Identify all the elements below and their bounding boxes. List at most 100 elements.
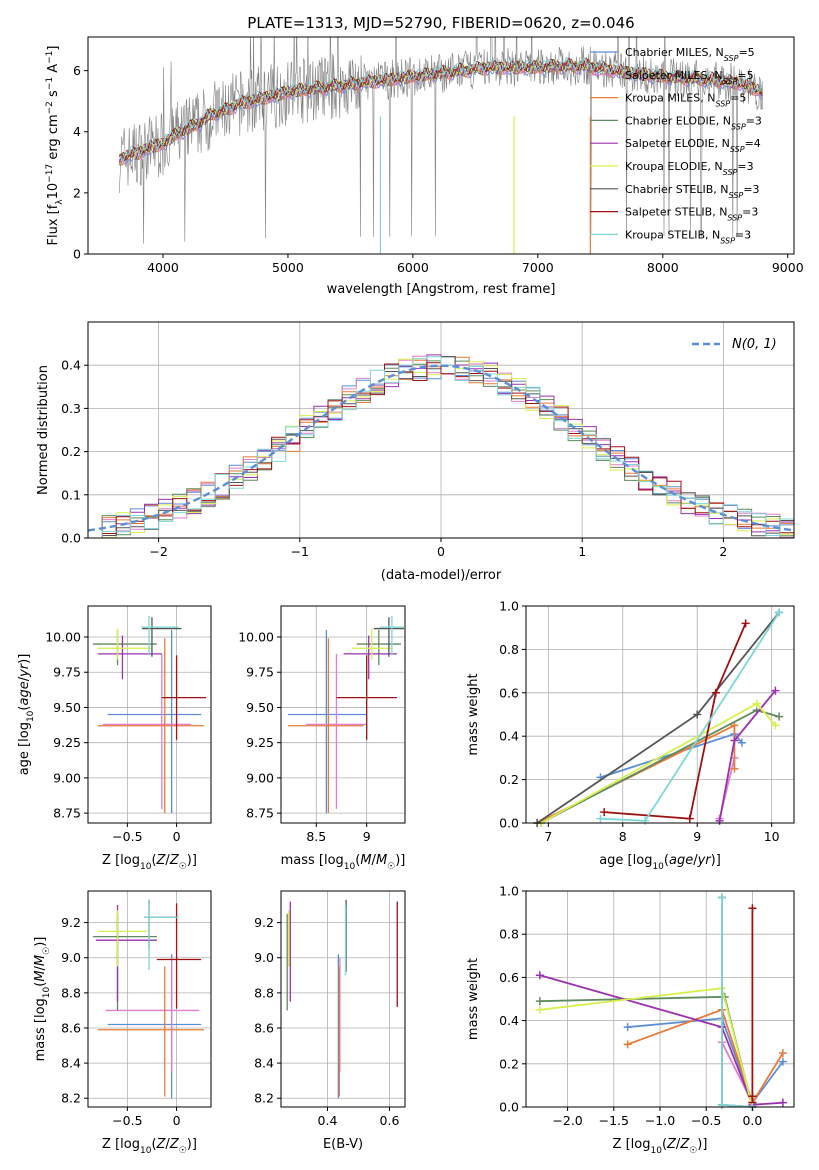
weight-marker xyxy=(623,1023,632,1032)
histogram-step xyxy=(88,362,794,538)
x-tick-label: 8000 xyxy=(647,260,679,275)
y-tick-label: 0.4 xyxy=(499,1013,519,1028)
spectrum-panel: 4000 5000 6000 7000 8000 9000 0 2 4 6 wavelength [… xyxy=(45,36,804,297)
x-tick-label: 2 xyxy=(719,544,727,559)
residuals-panel: −2 −1 0 1 2 0.0 0.1 0.2 0.3 0.4 (data-model)/error… xyxy=(36,321,795,583)
y-tick-label: 9.75 xyxy=(53,665,81,680)
errorbar-point xyxy=(92,915,157,1011)
y-tick-label: 0.2 xyxy=(499,1056,519,1071)
legend-entry: Chabrier STELIB, NSSP=3 xyxy=(625,183,759,200)
model-spectrum-line xyxy=(118,59,763,160)
y-tick-label: 9.00 xyxy=(53,770,81,785)
x-tick-label: 0.0 xyxy=(742,1113,762,1128)
weight-marker xyxy=(711,688,720,697)
legend-entry: Salpeter STELIB, NSSP=3 xyxy=(625,206,758,223)
x-tick-label: 8 xyxy=(619,829,627,844)
weight-marker xyxy=(730,736,739,745)
x-tick-label: 0.4 xyxy=(318,1113,338,1128)
y-tick-label: 9.0 xyxy=(61,950,81,965)
axes-frame xyxy=(280,890,406,1108)
y-tick-label: 0.4 xyxy=(499,729,519,744)
x-tick-label: 9 xyxy=(693,829,701,844)
errorbar-plot-area xyxy=(92,615,207,814)
x-tick-label: 9000 xyxy=(772,260,804,275)
axes-frame xyxy=(87,36,795,255)
errorbar-point xyxy=(97,910,148,967)
normal-curve xyxy=(88,364,794,532)
y-axis-label: mass [log10(M/M☉)] xyxy=(33,937,52,1062)
errorbar-point xyxy=(288,629,367,814)
y-tick-label: 0.8 xyxy=(499,927,519,942)
x-tick-label: 0 xyxy=(173,829,181,844)
y-tick-label: 9.25 xyxy=(53,735,81,750)
errorbar-point xyxy=(141,615,179,656)
weight-plot-area xyxy=(535,893,787,1111)
y-tick-label: 8.2 xyxy=(254,1091,274,1106)
y-tick-label: 0.4 xyxy=(61,358,81,373)
weight-marker xyxy=(748,1092,757,1101)
errorbar-point xyxy=(379,615,404,656)
y-tick-label: 8.8 xyxy=(61,985,81,1000)
weight-marker xyxy=(741,619,750,628)
weight-marker xyxy=(752,699,761,708)
errorbar-point xyxy=(144,899,179,971)
weight-marker xyxy=(748,904,757,913)
weight-line xyxy=(540,709,780,824)
y-tick-label: 9.50 xyxy=(246,700,274,715)
figure-title: PLATE=1313, MJD=52790, FIBERID=0620, z=0… xyxy=(247,14,634,32)
legend-entry: Kroupa STELIB, NSSP=3 xyxy=(625,228,751,245)
axes-frame xyxy=(87,605,212,824)
legend-entry: Salpeter ELODIE, NSSP=4 xyxy=(625,137,761,154)
y-tick-label: 1.0 xyxy=(499,884,519,899)
weight-marker xyxy=(600,808,609,817)
axes-frame xyxy=(525,605,795,824)
y-tick-label: 8.4 xyxy=(254,1056,274,1071)
y-tick-label: 9.0 xyxy=(254,950,274,965)
x-tick-label: 0 xyxy=(437,544,445,559)
errorbar-point xyxy=(102,653,192,809)
mass-ebv-panel: 0.4 0.6 8.2 8.4 8.6 8.8 9.0 9.2 E(B-V) xyxy=(254,890,406,1152)
errorbar-plot-area xyxy=(92,899,205,1099)
x-tick-label: −1 xyxy=(291,544,309,559)
y-axis-label: mass weight xyxy=(466,673,481,755)
y-tick-label: 0.6 xyxy=(499,970,519,985)
y-tick-label: 1.0 xyxy=(499,599,519,614)
errorbar-point xyxy=(97,966,205,1097)
errorbar-point xyxy=(92,629,157,666)
errorbar-point xyxy=(288,638,364,814)
legend-entry: N(0, 1) xyxy=(732,337,777,352)
weight-marker xyxy=(778,1049,787,1057)
y-axis-label: Flux [fλ10−17 erg cm−2 s−1 A−1] xyxy=(45,46,65,246)
errorbar-point xyxy=(107,954,202,1099)
y-tick-label: 0.3 xyxy=(61,401,81,416)
x-axis-label: mass [log10(M/M☉)] xyxy=(281,853,406,872)
weight-marker xyxy=(717,1100,726,1109)
y-tick-label: 9.50 xyxy=(53,700,81,715)
errorbar-point xyxy=(97,638,205,814)
y-tick-label: 6 xyxy=(73,63,81,78)
legend-entry: Salpeter MILES, NSSP=5 xyxy=(625,69,754,86)
x-tick-label: 7000 xyxy=(522,260,554,275)
x-tick-label: 0.6 xyxy=(380,1113,400,1128)
x-tick-label: 0 xyxy=(173,1113,181,1128)
weight-line xyxy=(604,623,747,820)
weight-marker xyxy=(775,608,784,617)
weight-marker xyxy=(778,1098,787,1107)
errorbar-point xyxy=(336,655,397,740)
y-axis-label: mass weight xyxy=(466,958,481,1040)
weight-marker xyxy=(730,764,739,773)
weight-age-panel: 7 8 9 10 0.0 0.2 0.4 0.6 0.8 1.0 mass weight age [l… xyxy=(466,599,795,872)
x-tick-label: 5000 xyxy=(272,260,304,275)
errorbar-plot-area xyxy=(288,615,404,814)
legend-entry: Kroupa MILES, NSSP=5 xyxy=(625,92,746,109)
x-tick-label: −0.5 xyxy=(691,1113,721,1128)
errorbar-point xyxy=(351,628,392,660)
y-tick-label: 0.6 xyxy=(499,685,519,700)
y-tick-label: 8.4 xyxy=(61,1056,81,1071)
x-tick-label: −0.5 xyxy=(112,829,142,844)
errorbar-point xyxy=(306,653,367,809)
errorbar-plot-area xyxy=(286,899,398,1099)
y-tick-label: 0 xyxy=(73,247,81,262)
x-tick-label: −1.5 xyxy=(599,1113,629,1128)
